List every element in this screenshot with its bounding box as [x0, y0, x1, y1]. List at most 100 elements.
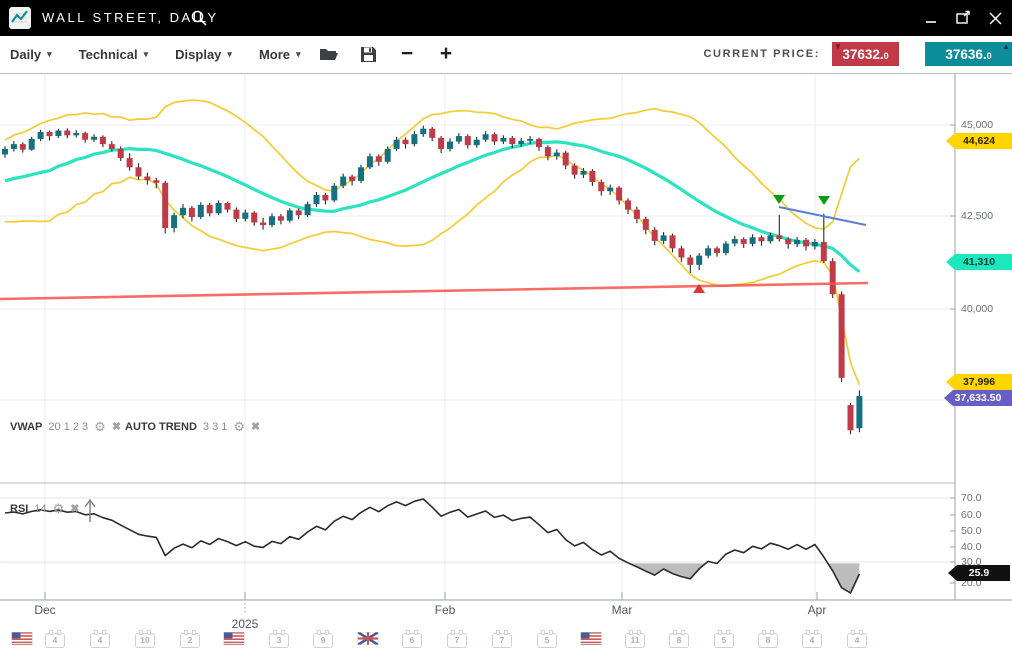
- gear-icon[interactable]: ⚙: [94, 419, 106, 434]
- vwap-indicator-label: VWAP 20 1 2 3 ⚙ ✖: [10, 420, 121, 433]
- autotrend-indicator-label: AUTO TREND 3 3 1 ⚙ ✖: [125, 420, 260, 433]
- zoom-in-button[interactable]: +: [439, 42, 453, 65]
- calendar-event-icon[interactable]: 4: [847, 630, 867, 648]
- calendar-day-number: 4: [97, 635, 103, 645]
- calendar-event-icon[interactable]: 4: [90, 630, 110, 648]
- sell-price-decimal: 0: [883, 50, 889, 61]
- app-logo-icon: [9, 7, 31, 29]
- calendar-event-icon[interactable]: 4: [802, 630, 822, 648]
- toolbar-menus: Daily ▾ Technical ▾ Display ▾ More ▾: [10, 36, 301, 72]
- window-title: WALL STREET, DAILY: [42, 10, 219, 25]
- up-arrow-annotation[interactable]: [84, 498, 96, 522]
- open-folder-icon[interactable]: [318, 43, 340, 65]
- menu-timeframe[interactable]: Daily ▾: [10, 47, 52, 62]
- price-down-arrow-icon: ▼: [834, 42, 842, 51]
- calendar-event-icon[interactable]: 8: [758, 630, 778, 648]
- zoom-out-button[interactable]: −: [400, 42, 414, 65]
- us-flag-icon[interactable]: [11, 631, 33, 650]
- trendlines[interactable]: [0, 195, 869, 301]
- title-bar: WALL STREET, DAILY: [0, 0, 1012, 36]
- month-label: Apr: [807, 603, 827, 617]
- rsi-tick-label: 40.0: [961, 541, 982, 553]
- save-icon[interactable]: [357, 43, 379, 65]
- calendar-day-number: 2: [187, 635, 193, 645]
- calendar-day-number: 4: [854, 635, 860, 645]
- buy-price-decimal: 0: [986, 50, 992, 61]
- rsi-value-badge: 25.9: [948, 565, 1010, 581]
- price-tick-label: 45,000: [961, 119, 994, 131]
- calendar-event-icon[interactable]: 7: [447, 630, 467, 648]
- chevron-down-icon: ▾: [227, 48, 232, 59]
- month-label: 2025: [231, 617, 259, 631]
- candlesticks: [2, 125, 863, 435]
- menu-more[interactable]: More ▾: [259, 47, 301, 62]
- popout-button[interactable]: [954, 9, 972, 27]
- buy-signal-icon: [693, 284, 705, 293]
- gear-icon[interactable]: ⚙: [52, 501, 65, 516]
- calendar-event-icon[interactable]: 10: [135, 630, 155, 648]
- remove-indicator-icon[interactable]: ✖: [111, 421, 122, 433]
- remove-indicator-icon[interactable]: ✖: [251, 421, 261, 433]
- month-label: Dec: [34, 603, 56, 617]
- rsi-name: RSI: [10, 502, 29, 515]
- rsi-indicator-label: RSI 14 ⚙ ✖: [10, 502, 79, 515]
- calendar-day-number: 9: [320, 635, 326, 645]
- menu-technical-label: Technical: [78, 46, 138, 62]
- calendar-day-number: 8: [676, 635, 682, 645]
- sell-price-value: 37632.: [842, 46, 884, 62]
- calendar-event-icon[interactable]: 5: [537, 630, 557, 648]
- remove-indicator-icon[interactable]: ✖: [70, 503, 80, 515]
- axes: [0, 73, 1012, 614]
- menu-display[interactable]: Display ▾: [175, 47, 232, 62]
- rsi-tick-label: 70.0: [961, 492, 982, 504]
- price-tick-label: 42,500: [961, 210, 994, 222]
- current-price-label: CURRENT PRICE:: [703, 48, 820, 60]
- gear-icon[interactable]: ⚙: [233, 419, 246, 434]
- vwap-params: 20 1 2 3: [48, 420, 89, 433]
- upper-band-badge: 44,624: [946, 133, 1012, 149]
- last-price-badge: 37,633.50: [944, 390, 1012, 406]
- window-controls: [922, 0, 1004, 36]
- close-button[interactable]: [986, 9, 1004, 27]
- calendar-day-number: 11: [630, 635, 640, 645]
- autotrend-params: 3 3 1: [202, 420, 228, 433]
- uk-flag-icon[interactable]: [356, 630, 380, 650]
- calendar-event-icon[interactable]: 6: [402, 630, 422, 648]
- calendar-day-number: 7: [499, 635, 505, 645]
- toolbar-icons: − +: [318, 36, 457, 72]
- buy-price-value: 37636.: [945, 46, 987, 62]
- minimize-button[interactable]: [922, 9, 940, 27]
- us-flag-icon[interactable]: [580, 631, 602, 650]
- calendar-day-number: 3: [276, 635, 282, 645]
- calendar-event-icon[interactable]: 4: [45, 630, 65, 648]
- menu-display-label: Display: [175, 46, 222, 62]
- price-tick-label: 40,000: [961, 303, 994, 315]
- search-icon[interactable]: [190, 9, 208, 27]
- calendar-event-icon[interactable]: 5: [714, 630, 734, 648]
- calendar-day-number: 8: [765, 635, 771, 645]
- vwap-center-line: [4, 140, 861, 273]
- chevron-down-icon: ▾: [143, 48, 149, 59]
- calendar-day-number: 10: [140, 635, 150, 645]
- autotrend-name: AUTO TREND: [125, 420, 197, 433]
- menu-technical[interactable]: Technical ▾: [79, 47, 149, 62]
- calendar-day-number: 4: [52, 635, 58, 645]
- calendar-event-icon[interactable]: 3: [269, 630, 289, 648]
- calendar-event-icon[interactable]: 7: [492, 630, 512, 648]
- toolbar: Daily ▾ Technical ▾ Display ▾ More ▾: [0, 36, 1012, 74]
- gridlines: [0, 73, 955, 600]
- chevron-down-icon: ▾: [296, 48, 301, 59]
- calendar-event-icon[interactable]: 8: [669, 630, 689, 648]
- sell-signal-icon: [773, 195, 785, 204]
- rsi-tick-label: 60.0: [961, 509, 982, 521]
- calendar-event-icon[interactable]: 11: [625, 630, 645, 648]
- calendar-event-icon[interactable]: 2: [180, 630, 200, 648]
- menu-more-label: More: [258, 46, 290, 62]
- sell-price-badge[interactable]: ▼ 37632. 0: [832, 42, 899, 66]
- buy-price-badge[interactable]: 37636. 0 ▲: [925, 42, 1012, 66]
- us-flag-icon[interactable]: [223, 631, 245, 650]
- calendar-day-number: 6: [409, 635, 415, 645]
- menu-timeframe-label: Daily: [10, 46, 42, 62]
- calendar-event-icon[interactable]: 9: [313, 630, 333, 648]
